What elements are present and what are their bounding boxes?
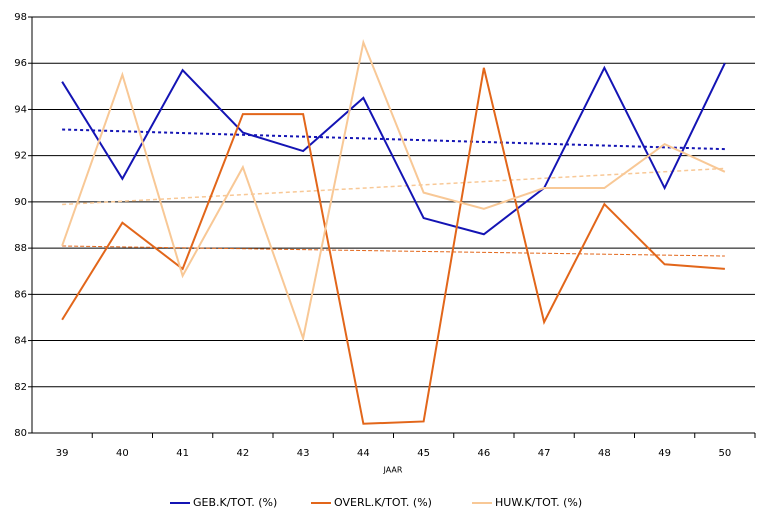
y-tick-label: 98 bbox=[14, 12, 27, 23]
x-tick-label: 48 bbox=[598, 448, 611, 459]
series-line bbox=[61, 38, 726, 342]
y-tick-label: 86 bbox=[14, 289, 27, 300]
x-tick-label: 49 bbox=[658, 448, 671, 459]
x-tick-label: 50 bbox=[719, 448, 732, 459]
y-tick-label: 94 bbox=[14, 104, 27, 115]
x-tick-label: 47 bbox=[538, 448, 551, 459]
y-tick-label: 82 bbox=[14, 382, 27, 393]
trendline bbox=[62, 167, 725, 206]
trendline bbox=[62, 128, 725, 151]
series-line bbox=[61, 62, 726, 236]
legend-label: GEB.K/TOT. (%) bbox=[193, 496, 277, 509]
y-tick-label: 92 bbox=[14, 151, 27, 162]
x-tick-label: 40 bbox=[116, 448, 129, 459]
x-tick-label: 43 bbox=[297, 448, 310, 459]
x-tick-label: 44 bbox=[357, 448, 370, 459]
x-tick-label: 41 bbox=[176, 448, 189, 459]
x-axis-title: JAAR bbox=[383, 466, 403, 475]
x-tick-label: 42 bbox=[237, 448, 250, 459]
x-tick-label: 39 bbox=[56, 448, 69, 459]
x-tick-label: 46 bbox=[478, 448, 491, 459]
legend-label: HUW.K/TOT. (%) bbox=[495, 496, 582, 509]
y-tick-label: 88 bbox=[14, 243, 27, 254]
y-tick-label: 96 bbox=[14, 58, 27, 69]
y-tick-label: 90 bbox=[14, 197, 27, 208]
y-tick-label: 80 bbox=[14, 428, 27, 439]
legend-label: OVERL.K/TOT. (%) bbox=[334, 496, 432, 509]
series-line bbox=[61, 67, 725, 425]
trendline bbox=[62, 245, 725, 257]
y-tick-label: 84 bbox=[14, 336, 27, 347]
x-tick-label: 45 bbox=[417, 448, 430, 459]
